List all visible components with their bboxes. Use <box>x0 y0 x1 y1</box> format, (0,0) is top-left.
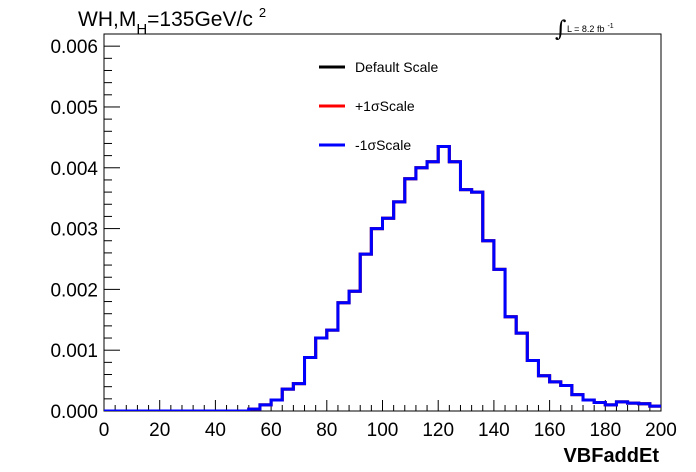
y-tick-label: 0.000 <box>50 402 98 423</box>
title-rest: =135GeV/c <box>147 8 253 31</box>
svg-text:L = 8.2 fb-1: L = 8.2 fb -1 <box>567 23 614 34</box>
lumi-superscript: -1 <box>607 23 613 30</box>
integral-symbol: ∫ <box>555 17 567 42</box>
y-tick-label: 0.004 <box>50 159 98 180</box>
x-tick-label: 0 <box>99 420 110 441</box>
legend-label-minus1sigma: -1σScale <box>355 137 411 153</box>
legend-item-default: Default Scale <box>319 59 438 75</box>
series-line-1 <box>104 144 661 411</box>
x-tick-label: 20 <box>149 420 170 441</box>
y-tick-label: 0.001 <box>50 341 98 362</box>
x-tick-label: 120 <box>422 420 454 441</box>
y-tick-label: 0.005 <box>50 98 98 119</box>
legend-item-minus1sigma: -1σScale <box>319 137 411 153</box>
lumi-text: L = 8.2 fb <box>567 24 604 34</box>
x-tick-label: 80 <box>316 420 337 441</box>
x-tick-label: 60 <box>261 420 282 441</box>
y-tick-label: 0.002 <box>50 280 98 301</box>
x-tick-label: 200 <box>645 420 677 441</box>
title-superscript: 2 <box>259 5 266 20</box>
title-main: WH,M <box>78 8 136 31</box>
y-tick-label: 0.003 <box>50 220 98 241</box>
y-tick-label: 0.006 <box>50 37 98 58</box>
x-tick-label: 40 <box>205 420 226 441</box>
x-tick-label: 180 <box>589 420 621 441</box>
y-axis: 0.000 0.001 0.002 0.003 0.004 0.005 0.006 <box>50 37 120 423</box>
legend-label-plus1sigma: +1σScale <box>355 98 415 114</box>
series-line-0 <box>104 144 661 411</box>
series-line-2 <box>104 144 661 411</box>
x-axis: 0 20 40 60 80 100 120 140 160 180 200 <box>99 400 677 441</box>
x-tick-label: 140 <box>478 420 510 441</box>
chart-title: WH,MH=135GeV/c 2 <box>78 5 266 38</box>
x-tick-label: 160 <box>534 420 566 441</box>
svg-text:WH,MH=135GeV/c2: WH,MH=135GeV/c 2 <box>78 5 266 38</box>
series-layer <box>104 144 661 411</box>
legend-label-default: Default Scale <box>355 59 438 75</box>
luminosity-label: ∫ L = 8.2 fb -1 <box>555 17 614 42</box>
legend-item-plus1sigma: +1σScale <box>319 98 415 114</box>
legend: Default Scale +1σScale -1σScale <box>319 59 438 153</box>
title-subscript: H <box>136 21 147 38</box>
x-tick-label: 100 <box>367 420 399 441</box>
x-axis-title: VBFaddEt <box>563 445 659 467</box>
